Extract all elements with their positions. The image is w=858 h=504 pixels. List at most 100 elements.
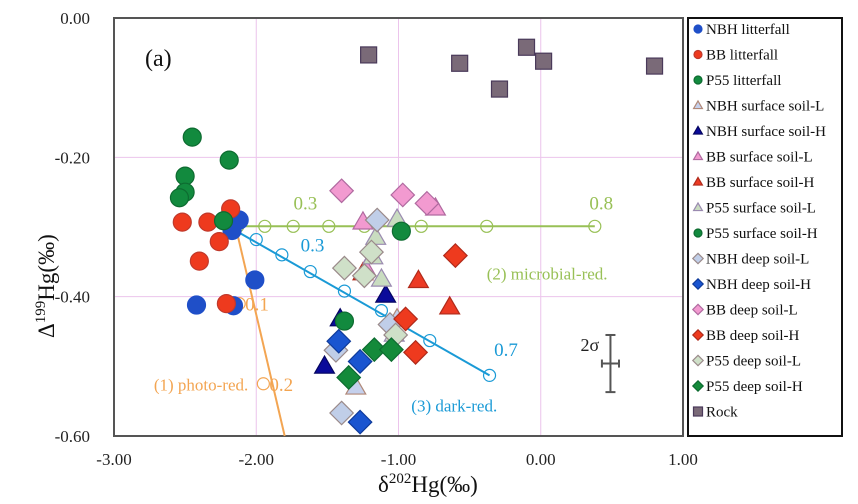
legend-marker (691, 379, 705, 393)
y-axis-title-sup: 199 (33, 301, 49, 324)
point-nbh-deep-soil-h (326, 328, 352, 354)
legend-item: P55 deep soil-L (691, 354, 801, 370)
legend-label: Rock (706, 405, 738, 421)
legend-item: BB litterfall (693, 48, 778, 64)
model-line-3-marker (482, 368, 497, 382)
point-bb-deep-soil-l (414, 190, 440, 216)
legend-marker (692, 406, 704, 417)
model-line-2-label: (2) microbial-red. (487, 264, 608, 283)
legend-item: BB surface soil-L (692, 150, 813, 166)
y-axis-title-pre: Δ (34, 323, 59, 338)
y-tick-labels: 0.00 -0.20 -0.40 -0.60 (55, 9, 90, 446)
model-line-3-marker (249, 232, 263, 247)
model-line-2-marker (588, 219, 602, 233)
legend-label: BB surface soil-H (706, 175, 814, 191)
model-line-2-marker (258, 219, 272, 233)
legend-item: NBH litterfall (693, 22, 790, 38)
point-nbh-deep-soil-h (347, 409, 373, 435)
legend-label: NBH deep soil-L (706, 252, 809, 268)
point-p55-deep-soil-l (358, 239, 385, 265)
model-line-2-marker (414, 219, 428, 233)
legend-marker (692, 125, 704, 135)
point-p55-surface-soil-l (370, 267, 393, 287)
model-line-2-fraction-label: 0.3 (294, 194, 318, 215)
legend-label: BB deep soil-L (706, 303, 798, 319)
model-line-3-marker (303, 264, 317, 279)
model-line-2-marker (322, 219, 336, 233)
legend-item: P55 surface soil-H (693, 226, 818, 242)
legend-marker (693, 228, 703, 238)
legend-item: BB deep soil-H (691, 328, 799, 344)
point-bb-deep-soil-h (403, 339, 429, 365)
point-nbh-deep-soil-h (347, 348, 373, 375)
legend-label: P55 litterfall (706, 73, 781, 89)
x-tick-label: -2.00 (239, 450, 274, 469)
legend-label: NBH litterfall (706, 22, 790, 38)
legend-marker (691, 303, 705, 316)
point-rock (490, 80, 509, 98)
legend-item: BB surface soil-H (692, 175, 814, 191)
x-axis-title-sup: 202 (389, 471, 412, 487)
point-rock (517, 38, 536, 56)
model-line-3-marker (423, 333, 437, 348)
legend-item: P55 deep soil-H (691, 379, 803, 395)
point-bb-deep-soil-h (442, 243, 468, 269)
point-p55-deep-soil-l (351, 263, 377, 289)
legend-item: P55 litterfall (693, 73, 781, 89)
legend-item: NBH deep soil-L (691, 252, 809, 268)
point-nbh-surface-soil-h (313, 354, 336, 374)
model-lines: 0.1 0.2 (1) photo-red. 0.3 0.8 (2) microbial-… (154, 194, 613, 437)
legend-label: BB deep soil-H (706, 328, 799, 344)
legend-label: P55 deep soil-L (706, 354, 801, 370)
legend: NBH litterfall BB litterfall P55 litterfal… (687, 17, 843, 437)
legend-frame (687, 17, 843, 437)
model-line-3-marker (374, 304, 389, 318)
model-line-1-fraction-label: 0.1 (245, 295, 269, 316)
model-line-3-marker (275, 248, 289, 262)
model-line-3-label: (3) dark-red. (411, 397, 497, 416)
legend-label: P55 deep soil-H (706, 379, 803, 395)
point-rock (534, 52, 553, 70)
x-axis-title-pre: δ (378, 472, 389, 497)
model-line-3-fraction-label: 0.7 (494, 340, 518, 361)
error-bar-label: 2σ (580, 335, 599, 355)
legend-label: BB surface soil-L (706, 150, 813, 166)
point-nbh-litterfall (245, 270, 265, 290)
legend-label: P55 surface soil-L (706, 201, 816, 217)
x-axis-title: δ202Hg(‰) (378, 471, 478, 497)
model-line-1 (233, 223, 286, 437)
point-bb-deep-soil-l (329, 178, 355, 204)
model-line-1-label: (1) photo-red. (154, 376, 248, 395)
point-bb-litterfall (189, 251, 209, 271)
point-nbh-deep-soil-l (364, 207, 390, 233)
model-line-1-marker (256, 377, 270, 391)
point-bb-litterfall (209, 232, 229, 252)
point-bb-surface-soil-h (438, 295, 461, 315)
point-p55-deep-soil-l (331, 255, 357, 281)
legend-item: NBH surface soil-L (692, 99, 824, 115)
point-p55-litterfall (175, 166, 195, 186)
x-tick-label: -3.00 (96, 450, 131, 469)
point-rock (645, 57, 664, 75)
annotations: 2σ (580, 333, 620, 394)
legend-item: NBH deep soil-H (691, 277, 811, 293)
x-tick-labels: -3.00 -2.00 -1.00 0.00 1.00 (96, 450, 698, 469)
legend-item: Rock (692, 405, 738, 421)
point-p55-litterfall (182, 127, 202, 147)
point-p55-surface-soil-h (391, 221, 411, 241)
point-nbh-surface-soil-h (374, 283, 397, 303)
x-tick-label: 1.00 (668, 450, 698, 469)
x-axis-title-post: Hg(‰) (411, 472, 477, 497)
y-axis-title: Δ199Hg(‰) (33, 234, 59, 338)
point-nbh-litterfall (186, 295, 207, 315)
data-points (169, 38, 664, 435)
model-line-3 (237, 231, 491, 377)
point-p55-litterfall (219, 150, 239, 170)
legend-label: NBH surface soil-H (706, 124, 826, 140)
y-tick-label: -0.40 (55, 288, 90, 307)
legend-label: BB litterfall (706, 48, 778, 64)
point-bb-litterfall (172, 212, 192, 232)
point-bb-surface-soil-h (407, 269, 430, 289)
point-p55-litterfall (213, 211, 234, 231)
